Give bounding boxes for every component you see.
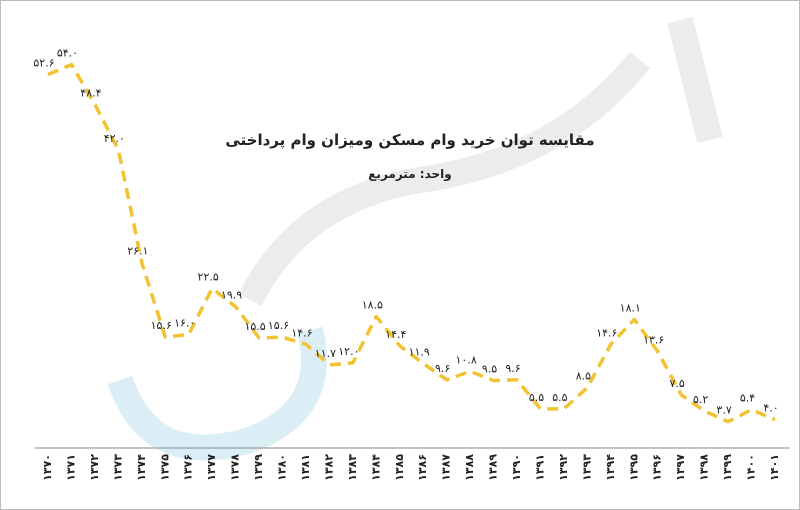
- x-tick-label: ۱۳۹۸: [698, 454, 711, 481]
- x-tick-label: ۱۳۷۳: [111, 454, 124, 481]
- data-label: ۹.۶: [435, 362, 450, 375]
- data-label: ۴.۰: [763, 402, 778, 415]
- x-tick-label: ۱۳۷۰: [41, 454, 54, 481]
- data-label: ۱۵.۶: [151, 319, 172, 332]
- x-tick-label: ۱۳۹۱: [533, 454, 546, 481]
- data-label: ۱۳.۶: [643, 333, 664, 346]
- line: [47, 62, 776, 424]
- x-tick-label: ۱۳۸۴: [369, 454, 382, 481]
- data-label: ۱۵.۶: [268, 319, 289, 332]
- data-label: ۵.۴: [740, 392, 755, 405]
- x-tick-label: ۱۴۰۱: [768, 454, 781, 481]
- data-label: ۴۲.۰: [104, 132, 125, 145]
- data-label: ۱۴.۶: [596, 326, 617, 339]
- chart-subtitle: واحد: مترمربع: [368, 167, 452, 182]
- data-label: ۸.۵: [576, 370, 591, 383]
- data-label: ۱۱.۷: [315, 347, 336, 360]
- x-tick-label: ۱۳۸۳: [346, 454, 359, 481]
- x-tick-label: ۱۳۸۶: [416, 454, 429, 481]
- data-label: ۱۴.۶: [291, 326, 312, 339]
- x-tick-label: ۱۳۷۹: [252, 454, 265, 481]
- x-tick-label: ۱۳۹۲: [557, 454, 570, 481]
- data-label: ۱۸.۵: [362, 299, 383, 312]
- data-label: ۲۲.۵: [198, 270, 219, 283]
- data-label: ۱۴.۴: [385, 328, 406, 341]
- x-tick-label: ۱۳۷۴: [135, 454, 148, 481]
- watermark: [107, 16, 723, 461]
- x-tick-label: ۱۳۹۳: [580, 454, 593, 481]
- data-label: ۵.۵: [552, 391, 567, 404]
- x-tick-label: ۱۳۸۱: [299, 454, 312, 481]
- x-tick-label: ۱۳۸۵: [393, 454, 406, 481]
- data-label: ۱۲.۰: [338, 345, 359, 358]
- data-label: ۱۱.۹: [409, 346, 430, 359]
- data-label: ۴۸.۴: [80, 86, 101, 99]
- data-label: ۳.۷: [716, 404, 731, 417]
- x-tick-label: ۱۳۹۵: [627, 454, 640, 481]
- chart-title: مقایسه توان خرید وام مسکن ومیزان وام پرد…: [225, 131, 594, 150]
- data-label: ۹.۵: [482, 363, 497, 376]
- data-label: ۵.۵: [529, 391, 544, 404]
- data-label: ۲۶.۱: [127, 245, 148, 258]
- data-label: ۹.۶: [505, 362, 520, 375]
- x-tick-label: ۱۳۹۰: [510, 454, 523, 481]
- data-label: ۱۹.۹: [221, 289, 242, 302]
- data-label: ۵.۲: [693, 393, 708, 406]
- data-label: ۱۰.۸: [456, 353, 477, 366]
- x-tick-label: ۱۳۷۵: [158, 454, 171, 481]
- x-tick-label: ۱۳۸۸: [463, 454, 476, 481]
- data-label: ۱۵.۵: [244, 320, 265, 333]
- x-tick-label: ۱۳۷۲: [88, 454, 101, 481]
- x-tick-label: ۱۴۰۰: [745, 454, 758, 481]
- x-tick-label: ۱۳۹۶: [651, 454, 664, 481]
- x-tick-label: ۱۳۷۸: [229, 454, 242, 481]
- data-label: ۵۲.۶: [33, 57, 54, 70]
- data-label: ۷.۵: [670, 377, 685, 390]
- x-tick-label: ۱۳۷۱: [64, 454, 77, 481]
- x-tick-label: ۱۳۸۲: [322, 454, 335, 481]
- x-tick-label: ۱۳۷۷: [205, 454, 218, 481]
- x-tick-label: ۱۳۹۴: [604, 454, 617, 481]
- x-tick-label: ۱۳۹۷: [674, 454, 687, 481]
- x-tick-label: ۱۳۸۰: [276, 454, 289, 481]
- x-tick-label: ۱۳۸۹: [487, 454, 500, 481]
- x-tick-label: ۱۳۷۶: [182, 454, 195, 481]
- data-label: ۱۸.۱: [620, 301, 641, 314]
- x-tick-label: ۱۳۹۹: [721, 454, 734, 481]
- data-label: ۱۶.۰: [174, 316, 195, 329]
- data-label: ۵۴.۰: [57, 47, 78, 60]
- x-tick-label: ۱۳۸۷: [440, 454, 453, 481]
